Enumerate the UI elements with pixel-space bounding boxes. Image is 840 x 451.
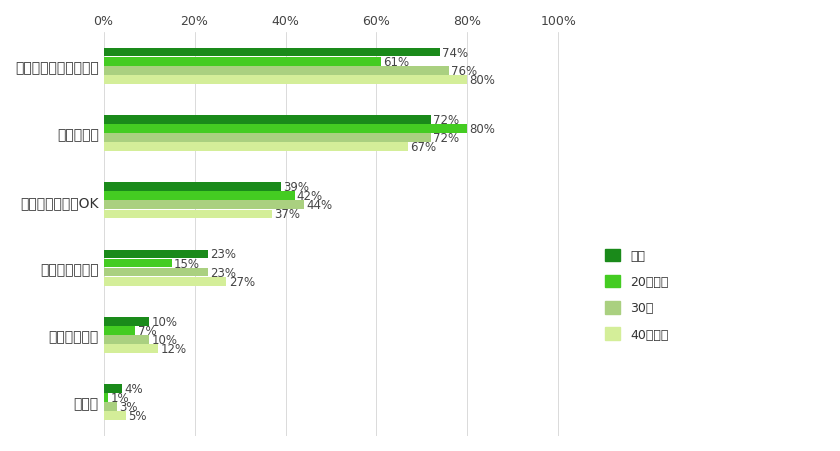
Bar — [103, 143, 408, 152]
Bar — [103, 411, 126, 420]
Text: 5%: 5% — [129, 410, 147, 423]
Text: 76%: 76% — [451, 64, 478, 78]
Text: 72%: 72% — [433, 132, 459, 145]
Bar — [103, 76, 467, 84]
Bar — [103, 201, 304, 210]
Bar — [103, 58, 381, 66]
Text: 80%: 80% — [470, 123, 496, 136]
Bar — [103, 210, 272, 219]
Bar — [103, 125, 467, 133]
Text: 10%: 10% — [151, 315, 177, 328]
Text: 15%: 15% — [174, 257, 200, 270]
Text: 1%: 1% — [110, 391, 129, 404]
Bar — [103, 384, 122, 393]
Text: 80%: 80% — [470, 74, 496, 87]
Bar — [103, 335, 149, 344]
Text: 39%: 39% — [283, 181, 309, 194]
Bar — [103, 192, 295, 201]
Text: 44%: 44% — [306, 199, 332, 212]
Bar — [103, 268, 208, 277]
Text: 27%: 27% — [228, 275, 255, 288]
Bar — [103, 259, 172, 268]
Bar — [103, 183, 281, 192]
Text: 67%: 67% — [411, 141, 437, 154]
Text: 72%: 72% — [433, 114, 459, 127]
Bar — [103, 67, 449, 75]
Bar — [103, 393, 108, 402]
Text: 4%: 4% — [124, 382, 143, 395]
Text: 23%: 23% — [211, 248, 237, 261]
Bar — [103, 49, 440, 57]
Text: 61%: 61% — [383, 55, 409, 69]
Text: 12%: 12% — [160, 342, 186, 355]
Text: 7%: 7% — [138, 324, 156, 337]
Text: 42%: 42% — [297, 190, 323, 203]
Bar — [103, 250, 208, 259]
Text: 3%: 3% — [119, 400, 138, 413]
Bar — [103, 277, 227, 286]
Text: 10%: 10% — [151, 333, 177, 346]
Bar — [103, 326, 135, 335]
Text: 74%: 74% — [443, 46, 469, 60]
Bar — [103, 402, 118, 411]
Bar — [103, 345, 158, 353]
Bar — [103, 116, 431, 124]
Bar — [103, 317, 149, 326]
Text: 23%: 23% — [211, 266, 237, 279]
Legend: 全体, 20代以下, 30代, 40代以上: 全体, 20代以下, 30代, 40代以上 — [601, 245, 672, 345]
Text: 37%: 37% — [274, 208, 300, 221]
Bar — [103, 134, 431, 143]
